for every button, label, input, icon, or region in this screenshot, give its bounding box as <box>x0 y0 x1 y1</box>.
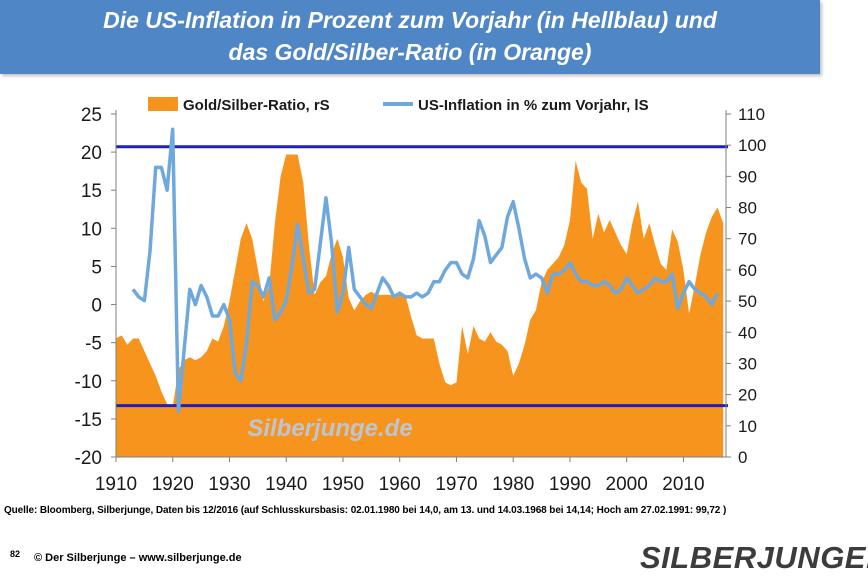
x-tick-label: 1930 <box>208 474 250 495</box>
y-right-tick-label: 20 <box>738 386 757 405</box>
y-right-tick-label: 30 <box>738 354 757 373</box>
legend: Gold/Silber-Ratio, rS US-Inflation in % … <box>148 97 649 114</box>
chart: Silberjunge.de -20 -15 -10 -5 0 5 10 15 20 25 0 10 2… <box>75 97 767 495</box>
x-tick-label: 1970 <box>435 474 477 495</box>
x-tick-label: 1990 <box>549 474 591 495</box>
y-right-tick-label: 90 <box>738 167 757 186</box>
watermark-text: Silberjunge.de <box>247 415 412 442</box>
x-tick-label: 1980 <box>492 474 534 495</box>
y-right-tick-label: 10 <box>738 417 757 436</box>
x-tick-label: 1910 <box>95 474 137 495</box>
chart-title-line-2: das Gold/Silber-Ratio (in Orange) <box>228 39 592 65</box>
silberjunge-logo: SILBERJUNGE. <box>640 540 868 575</box>
y-left-tick-label: 5 <box>91 257 102 278</box>
y-left-tick-label: 20 <box>81 143 102 164</box>
y-right-tick-label: 110 <box>738 105 765 124</box>
y-right-tick-label: 40 <box>738 323 757 342</box>
source-note: Quelle: Bloomberg, Silberjunge, Daten bi… <box>4 505 727 516</box>
legend-swatch-ratio <box>148 97 178 111</box>
y-left-tick-label: 25 <box>81 105 102 126</box>
y-left-tick-label: -20 <box>75 448 102 469</box>
y-left-tick-label: -15 <box>75 410 102 431</box>
y-left-tick-label: -5 <box>85 334 102 355</box>
y-left-tick-label: -10 <box>75 372 102 393</box>
page-number: 82 <box>10 549 21 559</box>
legend-label-ratio: Gold/Silber-Ratio, rS <box>183 97 330 114</box>
y-left-tick-label: 15 <box>81 181 102 202</box>
copyright-text: © Der Silberjunge – www.silberjunge.de <box>34 552 242 564</box>
title-banner: Die US-Inflation in Prozent zum Vorjahr … <box>0 0 820 74</box>
ratio-area <box>116 154 724 457</box>
y-right-tick-label: 80 <box>738 199 757 218</box>
y-right-tick-label: 70 <box>738 230 757 249</box>
x-tick-label: 1920 <box>152 474 194 495</box>
x-tick-label: 2000 <box>606 474 648 495</box>
x-tick-label: 1950 <box>322 474 364 495</box>
y-left-tick-label: 10 <box>81 219 102 240</box>
x-tick-label: 2010 <box>662 474 704 495</box>
y-right-tick-label: 0 <box>738 448 747 467</box>
plot-area <box>116 127 728 457</box>
legend-label-inflation: US-Inflation in % zum Vorjahr, lS <box>418 97 649 114</box>
chart-title-line-1: Die US-Inflation in Prozent zum Vorjahr … <box>103 7 717 33</box>
y-left-tick-label: 0 <box>91 296 102 317</box>
x-tick-label: 1960 <box>379 474 421 495</box>
y-right-tick-label: 60 <box>738 261 757 280</box>
y-right-tick-label: 100 <box>738 136 766 155</box>
inflation-line <box>131 127 720 414</box>
axes: -20 -15 -10 -5 0 5 10 15 20 25 0 10 20 30 40 50 60 70 80 90… <box>75 105 767 495</box>
y-right-tick-label: 50 <box>738 292 757 311</box>
x-tick-label: 1940 <box>265 474 307 495</box>
